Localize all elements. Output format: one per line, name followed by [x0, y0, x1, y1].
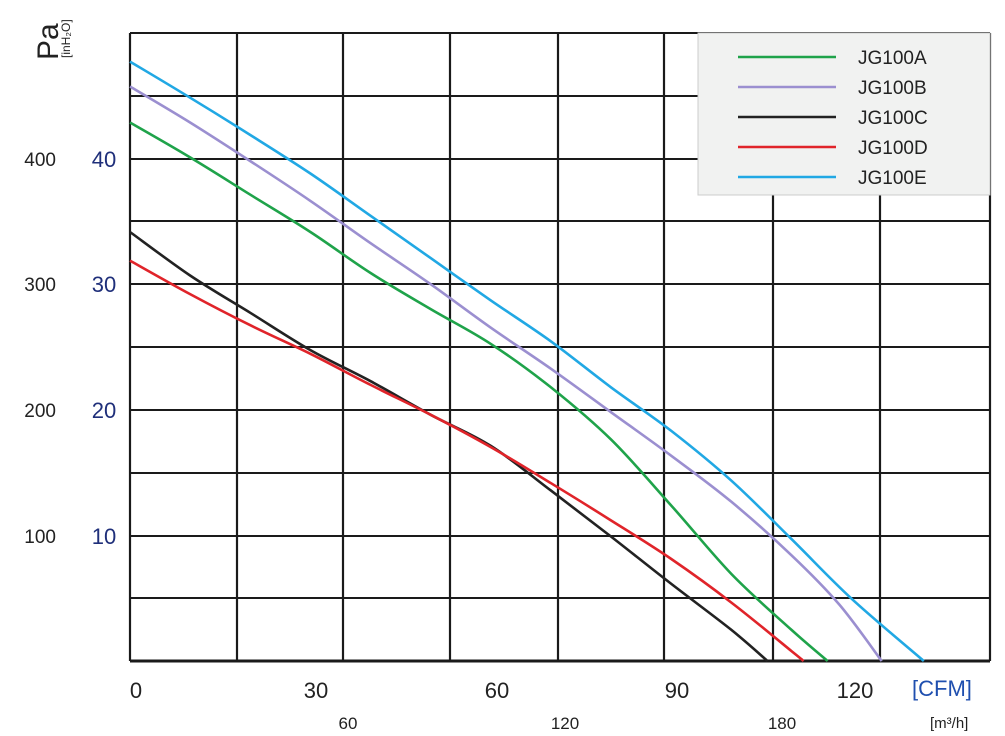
series-line-jg100b — [129, 85, 883, 662]
y-axis-pa-label: Pa — [32, 23, 65, 60]
cfm-tick-label: 60 — [485, 678, 509, 703]
inh2o-tick-label: 20 — [92, 398, 116, 423]
y-axis-inh2o-unit: [inH₂O] — [59, 19, 73, 58]
legend: JG100A JG100B JG100C JG100D JG100E — [697, 32, 991, 196]
cfm-tick-label: 30 — [304, 678, 328, 703]
plot-grid — [128, 32, 992, 663]
legend-box — [697, 32, 991, 196]
inh2o-tick-label: 10 — [92, 524, 116, 549]
inh2o-tick-labels: 40 30 20 10 — [92, 147, 116, 549]
legend-label-jg100e: JG100E — [858, 168, 927, 189]
pa-tick-labels: 400 300 200 100 — [24, 150, 56, 548]
series-line-jg100e — [129, 60, 925, 662]
cfm-tick-label: 120 — [837, 678, 874, 703]
m3h-tick-label: 60 — [339, 714, 358, 733]
legend-label-jg100c: JG100C — [858, 108, 928, 129]
x-axis-cfm-unit: [CFM] — [912, 676, 972, 701]
cfm-tick-label: 90 — [665, 678, 689, 703]
m3h-tick-label: 180 — [768, 714, 796, 733]
cfm-tick-labels: 0 30 60 90 120 — [130, 678, 873, 703]
series-line-jg100d — [129, 259, 805, 662]
pa-tick-label: 300 — [24, 275, 56, 296]
pa-tick-label: 200 — [24, 401, 56, 422]
cfm-tick-label: 0 — [130, 678, 142, 703]
pa-tick-label: 400 — [24, 150, 56, 171]
m3h-tick-label: 120 — [551, 714, 579, 733]
x-axis-m3h-unit: [m³/h] — [930, 715, 968, 732]
series-line-jg100a — [129, 121, 829, 662]
legend-label-jg100b: JG100B — [858, 78, 927, 99]
inh2o-tick-label: 30 — [92, 272, 116, 297]
pa-tick-label: 100 — [24, 527, 56, 548]
legend-label-jg100a: JG100A — [858, 48, 927, 69]
m3h-tick-labels: 60 120 180 — [339, 714, 797, 733]
legend-label-jg100d: JG100D — [858, 138, 928, 159]
performance-curves — [129, 60, 925, 662]
inh2o-tick-label: 40 — [92, 147, 116, 172]
